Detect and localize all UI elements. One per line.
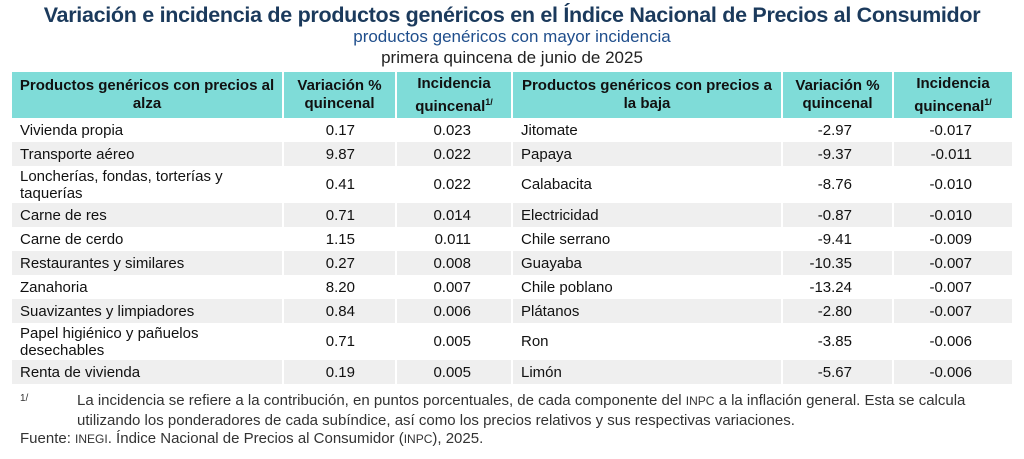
header-up-incidence: Incidencia quincenal1/ bbox=[395, 72, 512, 118]
cell-product-down: Plátanos bbox=[511, 299, 782, 323]
header-down-variation: Variación % quincenal bbox=[781, 72, 893, 118]
cell-incidence-up: 0.011 bbox=[395, 227, 512, 251]
cell-product-up: Carne de cerdo bbox=[12, 227, 283, 251]
cell-incidence-down: -0.010 bbox=[892, 166, 1012, 203]
cell-product-down: Ron bbox=[511, 323, 782, 360]
table-row: Transporte aéreo 9.87 0.022 Papaya -9.37 -0.0… bbox=[12, 142, 1012, 166]
table-row: Vivienda propia 0.17 0.023 Jitomate -2.97 -0.… bbox=[12, 118, 1012, 142]
cell-product-down: Guayaba bbox=[511, 251, 782, 275]
cell-product-up: Zanahoria bbox=[12, 275, 283, 299]
cell-variation-down: -0.87 bbox=[781, 203, 893, 227]
table-row: Papel higiénico y pañuelos desechables 0.… bbox=[12, 323, 1012, 360]
cell-product-up: Renta de vivienda bbox=[12, 360, 283, 384]
cell-variation-up: 0.41 bbox=[282, 166, 396, 203]
period: primera quincena de junio de 2025 bbox=[381, 48, 643, 67]
cell-incidence-down: -0.007 bbox=[892, 251, 1012, 275]
cell-product-up: Restaurantes y similares bbox=[12, 251, 283, 275]
cell-variation-down: -8.76 bbox=[781, 166, 893, 203]
table-row: Suavizantes y limpiadores 0.84 0.006 Plátan… bbox=[12, 299, 1012, 323]
cell-variation-down: -9.37 bbox=[781, 142, 893, 166]
cell-variation-down: -3.85 bbox=[781, 323, 893, 360]
cell-product-down: Chile serrano bbox=[511, 227, 782, 251]
table-row: Renta de vivienda 0.19 0.005 Limón -5.67 -0.0… bbox=[12, 360, 1012, 384]
cell-variation-up: 0.71 bbox=[282, 203, 396, 227]
cell-incidence-up: 0.014 bbox=[395, 203, 512, 227]
table-header: Productos genéricos con precios al alza … bbox=[12, 72, 1012, 118]
header-up-product: Productos genéricos con precios al alza bbox=[12, 72, 283, 118]
cell-incidence-down: -0.006 bbox=[892, 323, 1012, 360]
cell-incidence-down: -0.007 bbox=[892, 275, 1012, 299]
cell-product-up: Loncherías, fondas, torterías y taquería… bbox=[12, 166, 283, 203]
cell-incidence-up: 0.007 bbox=[395, 275, 512, 299]
footnote-text: La incidencia se refiere a la contribuci… bbox=[77, 392, 966, 429]
cell-variation-down: -5.67 bbox=[781, 360, 893, 384]
cell-variation-up: 0.84 bbox=[282, 299, 396, 323]
cell-product-down: Limón bbox=[511, 360, 782, 384]
cell-product-down: Chile poblano bbox=[511, 275, 782, 299]
cell-variation-up: 9.87 bbox=[282, 142, 396, 166]
cell-product-up: Papel higiénico y pañuelos desechables bbox=[12, 323, 283, 360]
cell-product-up: Vivienda propia bbox=[12, 118, 283, 142]
cell-variation-up: 0.17 bbox=[282, 118, 396, 142]
cell-variation-up: 8.20 bbox=[282, 275, 396, 299]
cell-variation-down: -2.80 bbox=[781, 299, 893, 323]
cell-variation-down: -2.97 bbox=[781, 118, 893, 142]
table-row: Carne de res 0.71 0.014 Electricidad -0.87 -0… bbox=[12, 203, 1012, 227]
cell-variation-down: -13.24 bbox=[781, 275, 893, 299]
header-down-product: Productos genéricos con precios a la baj… bbox=[511, 72, 782, 118]
header-up-variation: Variación % quincenal bbox=[282, 72, 396, 118]
cell-product-down: Calabacita bbox=[511, 166, 782, 203]
header-down-incidence: Incidencia quincenal1/ bbox=[892, 72, 1012, 118]
cell-variation-up: 0.19 bbox=[282, 360, 396, 384]
cell-variation-down: -9.41 bbox=[781, 227, 893, 251]
source-note: Fuente: INEGI. Índice Nacional de Precio… bbox=[20, 430, 484, 447]
cell-incidence-down: -0.007 bbox=[892, 299, 1012, 323]
cell-variation-down: -10.35 bbox=[781, 251, 893, 275]
cell-variation-up: 0.71 bbox=[282, 323, 396, 360]
cell-product-down: Papaya bbox=[511, 142, 782, 166]
cell-incidence-up: 0.008 bbox=[395, 251, 512, 275]
cell-product-up: Suavizantes y limpiadores bbox=[12, 299, 283, 323]
cell-incidence-up: 0.005 bbox=[395, 360, 512, 384]
price-table: Productos genéricos con precios al alza … bbox=[12, 72, 1012, 384]
cell-incidence-up: 0.005 bbox=[395, 323, 512, 360]
table-row: Loncherías, fondas, torterías y taquería… bbox=[12, 166, 1012, 203]
cell-incidence-up: 0.022 bbox=[395, 142, 512, 166]
cell-incidence-down: -0.017 bbox=[892, 118, 1012, 142]
footnote: 1/ La incidencia se refiere a la contrib… bbox=[20, 391, 1015, 430]
cell-product-down: Electricidad bbox=[511, 203, 782, 227]
cell-incidence-up: 0.006 bbox=[395, 299, 512, 323]
cell-product-up: Transporte aéreo bbox=[12, 142, 283, 166]
footnote-mark: 1/ bbox=[20, 393, 29, 404]
cell-variation-up: 1.15 bbox=[282, 227, 396, 251]
cell-incidence-down: -0.006 bbox=[892, 360, 1012, 384]
cell-incidence-down: -0.011 bbox=[892, 142, 1012, 166]
table-row: Restaurantes y similares 0.27 0.008 Guayaba… bbox=[12, 251, 1012, 275]
cell-variation-up: 0.27 bbox=[282, 251, 396, 275]
cell-product-down: Jitomate bbox=[511, 118, 782, 142]
page-title: Variación e incidencia de productos gené… bbox=[43, 3, 981, 27]
table-row: Carne de cerdo 1.15 0.011 Chile serrano -9.4… bbox=[12, 227, 1012, 251]
table-row: Zanahoria 8.20 0.007 Chile poblano -13.24 -0.… bbox=[12, 275, 1012, 299]
cell-incidence-down: -0.009 bbox=[892, 227, 1012, 251]
subtitle: productos genéricos con mayor incidencia bbox=[353, 27, 671, 46]
cell-incidence-down: -0.010 bbox=[892, 203, 1012, 227]
cell-incidence-up: 0.022 bbox=[395, 166, 512, 203]
cell-incidence-up: 0.023 bbox=[395, 118, 512, 142]
cell-product-up: Carne de res bbox=[12, 203, 283, 227]
